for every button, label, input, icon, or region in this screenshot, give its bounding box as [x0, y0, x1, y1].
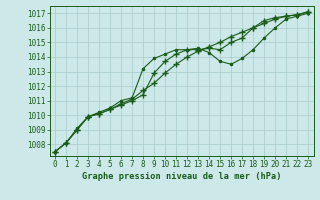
- X-axis label: Graphe pression niveau de la mer (hPa): Graphe pression niveau de la mer (hPa): [82, 172, 281, 181]
